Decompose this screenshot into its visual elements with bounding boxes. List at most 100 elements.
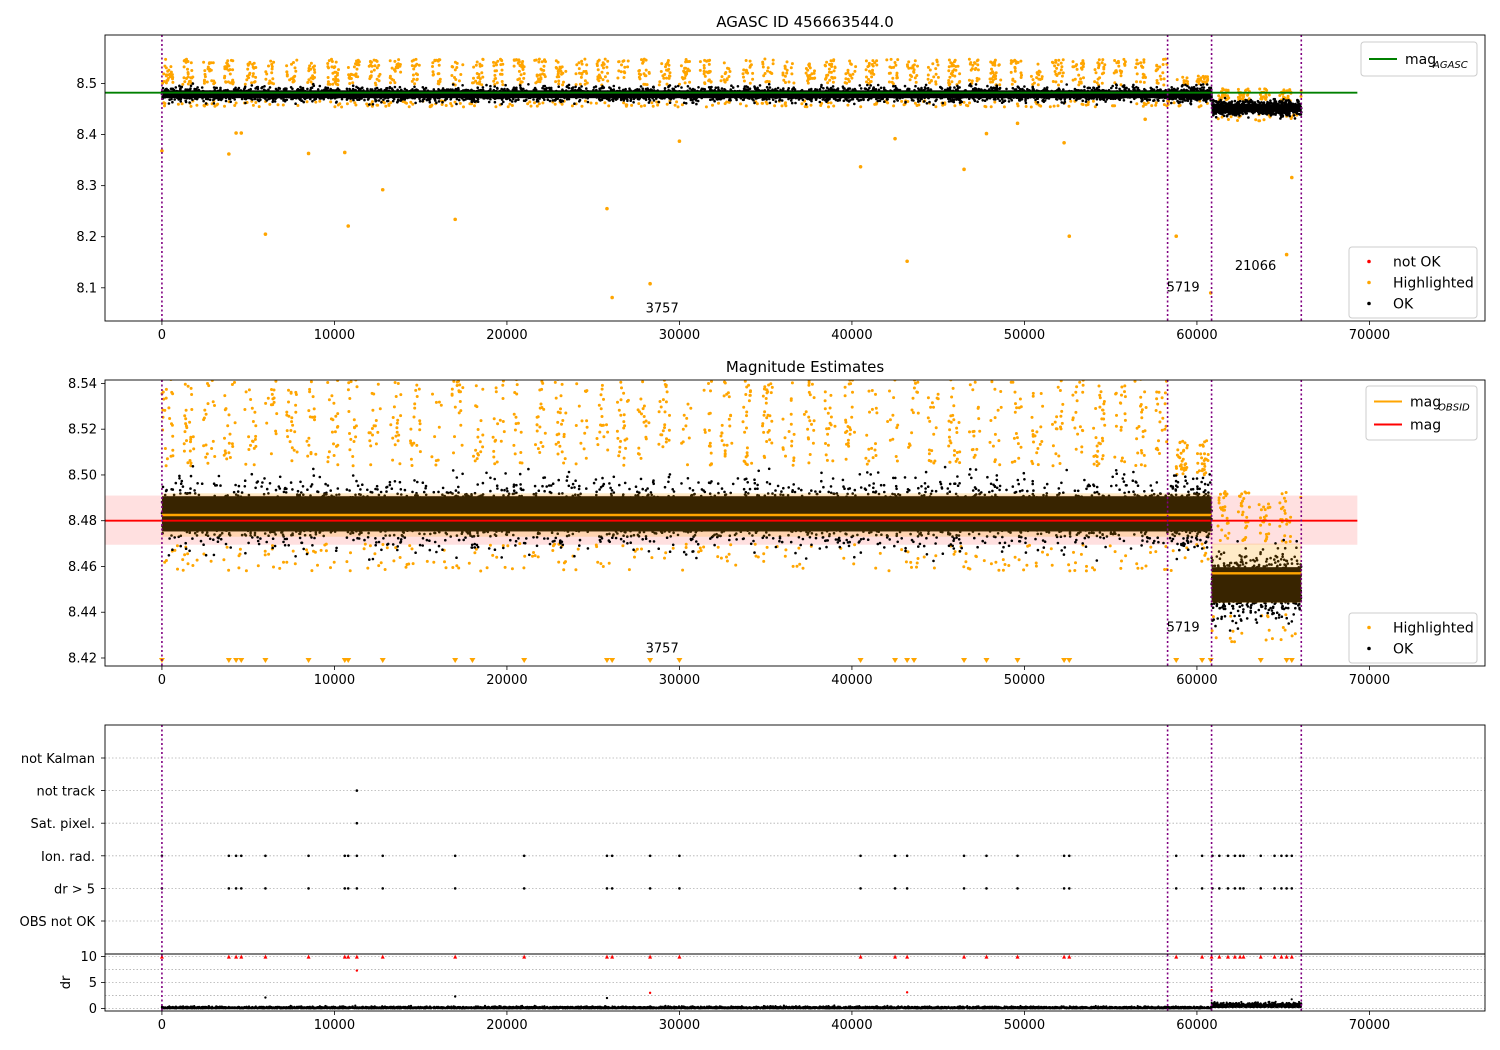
flag-point <box>1285 887 1288 890</box>
flag-point <box>1218 887 1221 890</box>
clipped-low-marker <box>983 658 990 663</box>
obs-id-label: 3757 <box>646 641 679 656</box>
clipped-low-marker <box>1199 658 1206 663</box>
flag-point <box>343 854 347 858</box>
dr-tick-label: 0 <box>89 1002 97 1017</box>
flag-point <box>381 887 385 890</box>
dr-clipped-marker <box>1015 954 1020 959</box>
dr-clipped-marker <box>677 954 682 959</box>
y-tick-label: 8.52 <box>68 423 97 438</box>
flag-point <box>1242 854 1245 858</box>
y-tick-label: 8.2 <box>76 230 97 245</box>
flag-point <box>343 887 347 890</box>
flag-point <box>1067 887 1071 890</box>
legend-label: not OK <box>1393 255 1441 271</box>
flag-point <box>985 854 988 858</box>
dr-clipped-marker <box>1062 954 1067 959</box>
clipped-low-marker <box>233 658 240 663</box>
obs-id-label: 5719 <box>1167 280 1200 295</box>
dr-clipped-marker <box>1258 954 1263 959</box>
outlier-point <box>227 152 231 156</box>
x-tick-label: 0 <box>158 328 166 343</box>
dr-outlier <box>605 996 609 1000</box>
dr-clipped-marker <box>604 954 609 959</box>
outlier-point <box>677 139 682 144</box>
clipped-low-marker <box>262 658 269 663</box>
dr-clipped-marker <box>905 954 910 959</box>
flag-point <box>1016 887 1019 890</box>
flag-point <box>1233 887 1237 890</box>
x-tick-label: 60000 <box>1176 673 1217 688</box>
clipped-low-marker <box>904 658 911 663</box>
legend-box <box>1360 41 1478 77</box>
flag-point <box>355 789 359 792</box>
outlier-point <box>962 167 966 172</box>
axes-frame <box>104 724 1486 1012</box>
panel-title: AGASC ID 456663544.0 <box>716 13 894 31</box>
axes-frame <box>104 379 1486 667</box>
x-tick-label: 50000 <box>1004 673 1045 688</box>
flag-point <box>1174 887 1178 890</box>
flag-label: not track <box>36 785 95 800</box>
flag-point <box>859 854 862 858</box>
clipped-low-marker <box>609 658 616 663</box>
clipped-low-marker <box>1257 658 1264 663</box>
ok-points <box>160 82 1303 120</box>
flag-point <box>1200 854 1204 858</box>
flag-point <box>605 854 609 858</box>
flag-point <box>346 854 350 858</box>
flag-point <box>453 887 457 890</box>
legend-subscript: AGASC <box>1432 60 1468 71</box>
panel-title: Magnitude Estimates <box>726 358 884 376</box>
clipped-low-marker <box>857 658 864 663</box>
flag-point <box>381 854 385 858</box>
flag-point <box>239 854 243 858</box>
dr-clipped-marker <box>1241 954 1246 959</box>
x-tick-label: 70000 <box>1349 1018 1390 1033</box>
x-tick-label: 10000 <box>314 1018 355 1033</box>
dr-outlier <box>905 991 909 994</box>
dr-clipped-marker <box>1067 954 1072 959</box>
legend-box <box>1348 612 1478 664</box>
outlier-point <box>984 131 989 136</box>
flag-point <box>1016 854 1019 858</box>
flag-point <box>610 854 614 858</box>
dr-clipped-marker <box>239 954 244 959</box>
panel-2: 3757 5719 8.42 8.44 8.46 8.48 8.50 8.52 8.54 0 100… <box>68 358 1486 688</box>
clipped-low-marker <box>603 658 610 663</box>
outlier-point <box>1174 234 1179 239</box>
y-tick-label: 8.44 <box>68 606 97 621</box>
y-tick-label: 8.1 <box>76 281 97 296</box>
flag-point <box>355 854 359 858</box>
legend-label: mag <box>1410 395 1441 411</box>
legend-marker <box>1367 259 1371 264</box>
flag-label: not Kalman <box>21 752 95 767</box>
ok-points-core <box>1167 90 1212 99</box>
flag-point <box>893 854 897 858</box>
flag-point <box>1273 854 1276 858</box>
dr-points <box>160 998 1303 1010</box>
dr-clipped-marker <box>962 954 967 959</box>
clipped-low-marker <box>892 658 899 663</box>
flag-point <box>307 887 310 890</box>
outlier-point <box>1284 252 1289 257</box>
flag-point <box>1226 854 1230 858</box>
x-tick-label: 50000 <box>1004 1018 1045 1033</box>
flag-point <box>227 887 231 890</box>
flag-point <box>1259 887 1263 890</box>
x-tick-label: 0 <box>158 1018 166 1033</box>
outlier-point <box>263 232 268 236</box>
outlier-point <box>648 281 652 286</box>
outlier-point <box>610 295 614 300</box>
y-tick-label: 8.50 <box>68 468 97 483</box>
clipped-low-marker <box>1207 658 1214 663</box>
flag-point <box>346 887 350 890</box>
outlier-point <box>160 149 164 153</box>
y-tick-label: 8.46 <box>68 560 97 575</box>
flag-point <box>453 854 457 858</box>
legend-label: mag <box>1410 418 1441 434</box>
flag-point <box>962 854 966 858</box>
dr-clipped-marker <box>1217 954 1222 959</box>
flag-point <box>1226 887 1230 890</box>
flag-point <box>678 854 681 858</box>
